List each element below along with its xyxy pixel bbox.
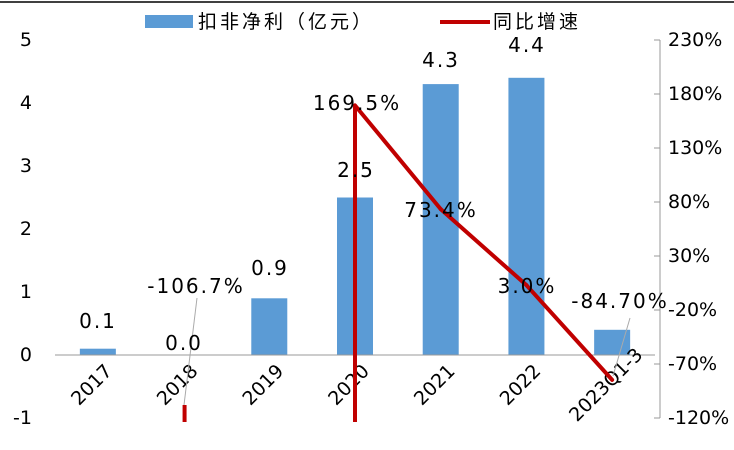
bar xyxy=(79,348,116,355)
bar-value-label: 4.4 xyxy=(508,33,546,57)
right-axis-tick-label: -20% xyxy=(668,299,717,321)
x-axis-tick-label: 2019 xyxy=(238,360,288,410)
x-axis-tick-label: 2017 xyxy=(67,360,117,410)
growth-line-segment xyxy=(438,207,529,288)
growth-value-label: 169.5% xyxy=(313,91,401,115)
left-axis-tick-label: 3 xyxy=(20,155,32,177)
bar-value-label: 0.1 xyxy=(79,309,117,333)
growth-line-segment xyxy=(524,283,615,382)
growth-line-segment xyxy=(353,103,443,212)
right-axis-tick-label: -70% xyxy=(668,353,717,375)
label-leader-line xyxy=(183,297,198,406)
growth-value-label: -84.70% xyxy=(571,289,668,313)
bar xyxy=(508,77,545,356)
x-axis-tick-label: 2020 xyxy=(324,360,374,410)
x-axis-tick-label: 2023Q1-3 xyxy=(565,344,647,426)
growth-value-label: 3.0% xyxy=(498,274,557,298)
bar-value-label: 0.9 xyxy=(251,256,289,280)
left-axis-tick-label: 1 xyxy=(20,281,32,303)
bar-value-label: 0.0 xyxy=(165,331,203,355)
right-axis-tick-label: 130% xyxy=(668,137,722,159)
right-axis-tick-label: 180% xyxy=(668,83,722,105)
bar xyxy=(251,298,288,355)
bar-value-label: 4.3 xyxy=(422,48,460,72)
right-axis-tick-label: 80% xyxy=(668,191,710,213)
left-axis-tick-label: 5 xyxy=(20,29,32,51)
x-axis-tick-label: 2021 xyxy=(410,360,460,410)
bar-value-label: 2.5 xyxy=(337,158,375,182)
legend-swatch-bar xyxy=(145,15,193,28)
x-axis-tick-label: 2018 xyxy=(153,360,203,410)
x-axis-tick-label: 2022 xyxy=(496,360,546,410)
right-axis-tick-label: -120% xyxy=(668,407,729,429)
legend-label-line: 同比增速 xyxy=(493,11,581,33)
legend-label-bar: 扣非净利（亿元） xyxy=(198,11,374,33)
right-axis-tick-label: 230% xyxy=(668,29,722,51)
label-leader-line xyxy=(612,317,631,377)
bar xyxy=(594,329,631,355)
left-axis-tick-label: 0 xyxy=(20,344,32,366)
left-axis-tick-label: -1 xyxy=(13,407,32,429)
growth-value-label: -106.7% xyxy=(147,274,244,298)
left-axis-tick-label: 4 xyxy=(20,92,32,114)
left-axis-tick-label: 2 xyxy=(20,218,32,240)
growth-value-label: 73.4% xyxy=(404,198,478,222)
right-axis-tick-label: 30% xyxy=(668,245,710,267)
